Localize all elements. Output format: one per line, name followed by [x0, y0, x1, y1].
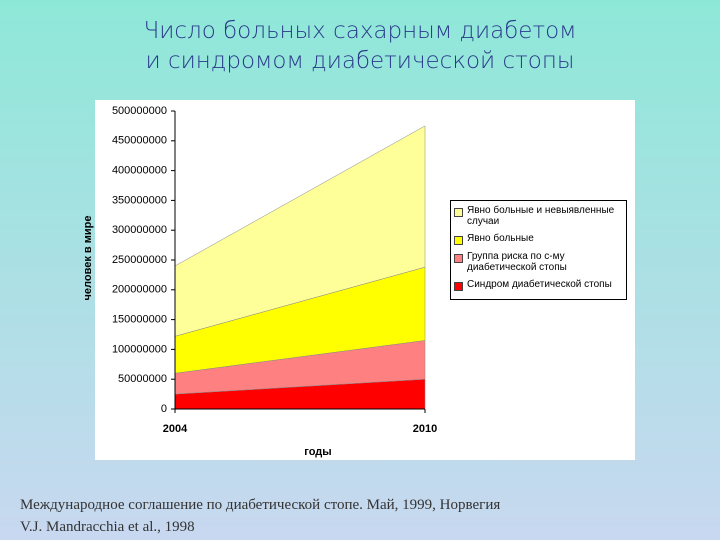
y-axis-label: человек в мире: [82, 216, 94, 301]
notes: Международное соглашение по диабетическо…: [20, 494, 500, 538]
legend-item: Синдром диабетической стопы: [454, 279, 623, 291]
legend-label: Явно больные: [467, 233, 534, 244]
legend-swatch: [454, 236, 463, 245]
legend-item: Явно больные и невыявленные случаи: [454, 205, 623, 227]
legend: Явно больные и невыявленные случаи Явно б…: [450, 200, 627, 300]
y-tick-label: 100000000: [112, 343, 167, 355]
x-tick-label: 2010: [413, 423, 437, 435]
legend-label: Синдром диабетической стопы: [467, 279, 612, 290]
y-tick-label: 500000000: [112, 105, 167, 117]
legend-label: Явно больные и невыявленные случаи: [467, 205, 615, 227]
legend-swatch: [454, 208, 463, 217]
chart-title: Число больных сахарным диабетом и синдро…: [143, 18, 577, 74]
legend-label: Группа риска по с-му диабетической стопы: [467, 251, 567, 273]
annotation: Международное соглашение по диабетическо…: [20, 497, 501, 513]
legend-swatch: [454, 282, 463, 291]
y-tick-label: 250000000: [112, 254, 167, 266]
y-tick-label: 50000000: [118, 373, 167, 385]
legend-item: Явно больные: [454, 233, 623, 245]
legend-item: Группа риска по с-му диабетической стопы: [454, 251, 623, 273]
y-tick-label: 400000000: [112, 165, 167, 177]
y-tick-label: 350000000: [112, 194, 167, 206]
annotation: V.J. Mandracchia et al., 1998: [20, 519, 195, 535]
x-tick-label: 2004: [163, 423, 188, 435]
y-tick-label: 150000000: [112, 314, 167, 326]
legend-swatch: [454, 254, 463, 263]
y-tick-label: 0: [161, 403, 167, 415]
y-tick-label: 200000000: [112, 284, 167, 296]
y-tick-label: 450000000: [112, 135, 167, 147]
x-axis-label: годы: [304, 446, 331, 458]
y-tick-label: 300000000: [112, 224, 167, 236]
